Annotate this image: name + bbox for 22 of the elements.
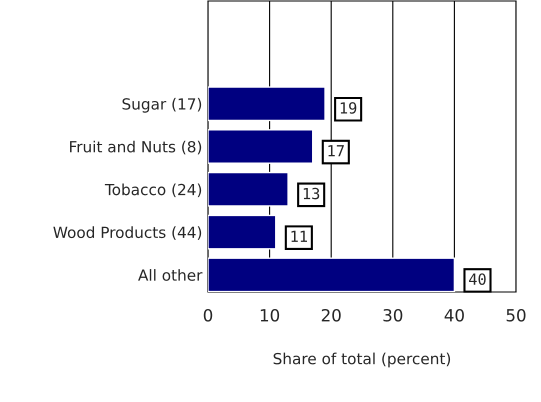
x-axis-title: Share of total (percent) xyxy=(274,352,450,368)
y-tick-label: All other xyxy=(138,269,202,281)
data-label: 17 xyxy=(328,145,344,156)
data-label: 11 xyxy=(291,230,308,242)
x-tick-label: 50 xyxy=(506,308,526,322)
x-tick-label: 10 xyxy=(260,308,280,322)
y-tick-label: Fruit and Nuts (8) xyxy=(70,140,202,154)
x-tick-label: 30 xyxy=(383,308,402,322)
bar xyxy=(208,86,326,122)
y-tick-label: Sugar (17) xyxy=(122,98,202,113)
bar xyxy=(208,214,276,250)
x-tick-label: 0 xyxy=(204,308,212,322)
x-tick-label: 20 xyxy=(322,308,341,322)
y-tick-label: Tobacco (24) xyxy=(104,183,202,198)
bar xyxy=(208,172,289,207)
bar xyxy=(208,129,314,164)
bar xyxy=(208,258,456,292)
data-label: 13 xyxy=(304,188,320,200)
y-tick-label: Wood Products (44) xyxy=(53,226,202,240)
data-label: 19 xyxy=(340,102,356,114)
x-tick-label: 40 xyxy=(444,308,464,322)
data-label: 40 xyxy=(469,273,486,285)
